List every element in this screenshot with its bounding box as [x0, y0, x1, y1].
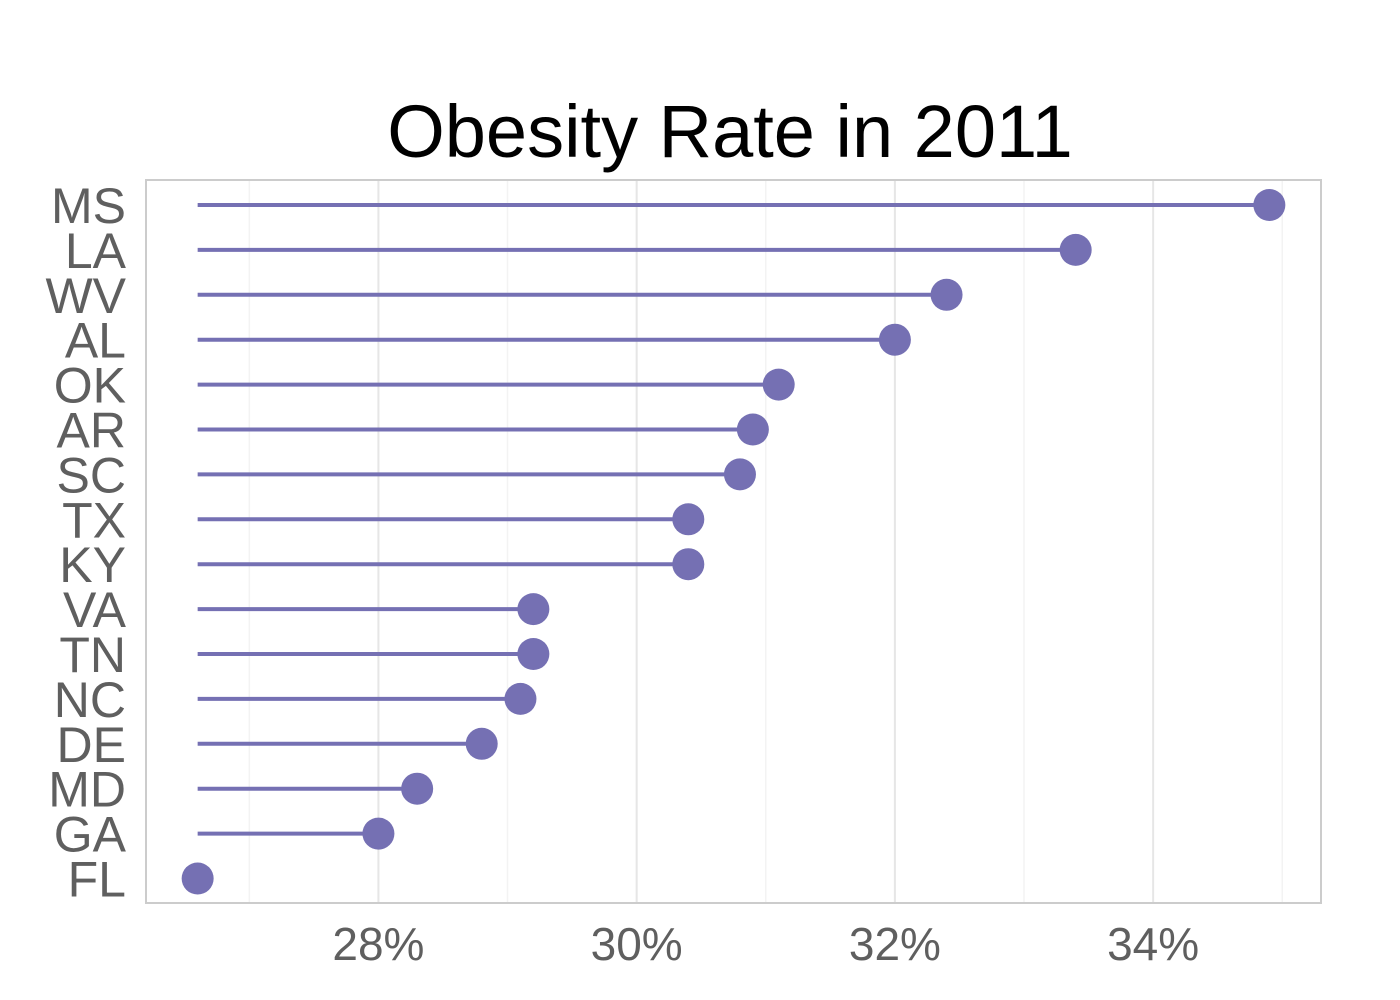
lollipop-point-tx [672, 503, 705, 536]
lollipop-point-wv [930, 278, 963, 311]
y-tick-label: VA [63, 582, 127, 638]
y-tick-label: FL [68, 852, 126, 908]
lollipop-point-ok [762, 368, 795, 401]
lollipop-point-ms [1253, 189, 1286, 221]
y-tick-label: AR [57, 403, 126, 459]
lollipop-point-va [517, 593, 550, 626]
lollipop-point-sc [723, 458, 756, 491]
panel-border [145, 179, 1322, 904]
y-tick-label: TN [59, 627, 126, 683]
grid-layer [248, 180, 1284, 903]
chart-title: Obesity Rate in 2011 [387, 90, 1073, 173]
lollipop-point-fl [181, 862, 214, 895]
y-tick-label: SC [57, 447, 126, 503]
y-tick-label: OK [54, 358, 126, 414]
x-axis-labels: 28% 30% 32% 34% [332, 918, 1199, 970]
x-tick-label: 28% [332, 918, 424, 970]
y-tick-label: GA [54, 807, 127, 863]
lollipop-point-al [878, 323, 911, 356]
lollipop-point-tn [517, 638, 550, 670]
lollipop-point-md [401, 772, 434, 805]
y-tick-label: MD [48, 762, 126, 818]
y-tick-label: LA [65, 223, 127, 279]
y-tick-label: KY [59, 537, 126, 593]
lollipop-point-ky [672, 548, 705, 581]
lollipop-point-ga [362, 817, 395, 850]
mark-layer [181, 189, 1286, 895]
lollipop-point-de [465, 727, 498, 760]
y-tick-label: NC [54, 672, 126, 728]
y-tick-label: TX [62, 492, 126, 548]
y-tick-label: MS [51, 178, 126, 234]
y-tick-label: WV [45, 268, 126, 324]
y-tick-label: DE [57, 717, 126, 773]
lollipop-point-la [1059, 233, 1092, 266]
x-tick-label: 32% [849, 918, 941, 970]
lollipop-point-nc [504, 682, 537, 715]
x-tick-label: 30% [591, 918, 683, 970]
lollipop-point-ar [736, 413, 769, 446]
y-tick-label: AL [65, 313, 126, 369]
x-tick-label: 34% [1107, 918, 1199, 970]
